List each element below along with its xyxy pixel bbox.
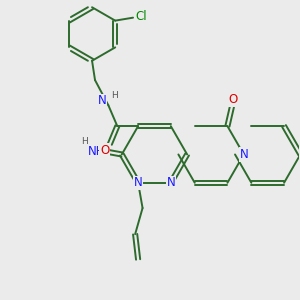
Text: N: N (167, 176, 175, 189)
Text: O: O (100, 144, 109, 157)
Text: N: N (134, 176, 142, 189)
Text: Cl: Cl (136, 10, 147, 23)
Text: H: H (81, 136, 87, 146)
Text: O: O (229, 93, 238, 106)
Text: N: N (98, 94, 106, 107)
Text: NH: NH (88, 145, 106, 158)
Text: H: H (112, 91, 118, 100)
Text: N: N (239, 148, 248, 161)
